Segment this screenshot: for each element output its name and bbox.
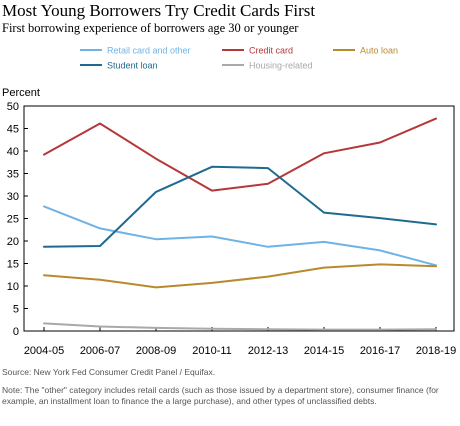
- legend-label-student-loan: Student loan: [107, 61, 158, 71]
- legend-label-retail-card-and-other: Retail card and other: [107, 46, 191, 56]
- y-tick-label: 45: [7, 124, 19, 136]
- x-tick-label: 2016-17: [360, 345, 400, 357]
- series-line-auto-loan: [43, 263, 437, 289]
- x-tick-label: 2018-19: [416, 345, 456, 357]
- legend-label-housing-related: Housing-related: [249, 61, 313, 71]
- series-line-housing-related: [43, 322, 437, 331]
- y-axis: 0 5 10 15 20 25 30 35 40 45 50: [7, 101, 28, 338]
- x-tick-label: 2014-15: [304, 345, 344, 357]
- legend: Retail card and other Credit card Auto loa…: [80, 46, 398, 71]
- legend-label-auto-loan: Auto loan: [360, 46, 398, 56]
- y-tick-label: 0: [13, 326, 19, 338]
- x-tick-label: 2012-13: [248, 345, 288, 357]
- x-tick-label: 2006-07: [80, 345, 120, 357]
- y-tick-label: 25: [7, 214, 19, 226]
- series-lines: [43, 117, 437, 331]
- x-tick-label: 2004-05: [24, 345, 64, 357]
- series-line-retail-card-and-other: [43, 205, 437, 267]
- x-axis: 2004-05 2006-07 2008-09 2010-11 2012-13 2014-…: [24, 327, 456, 357]
- y-tick-label: 40: [7, 146, 19, 158]
- series-line-credit-card: [43, 117, 437, 192]
- y-tick-label: 5: [13, 304, 19, 316]
- y-tick-label: 15: [7, 259, 19, 271]
- x-tick-label: 2008-09: [136, 345, 176, 357]
- footnote: Note: The "other" category includes reta…: [2, 385, 439, 406]
- legend-label-credit-card: Credit card: [249, 46, 293, 56]
- y-tick-label: 50: [7, 101, 19, 113]
- source-note: Source: New York Fed Consumer Credit Pan…: [2, 367, 216, 377]
- y-tick-label: 20: [7, 236, 19, 248]
- chart-subtitle: First borrowing experience of borrowers …: [2, 21, 299, 35]
- y-tick-label: 30: [7, 191, 19, 203]
- y-tick-label: 10: [7, 281, 19, 293]
- y-tick-label: 35: [7, 169, 19, 181]
- chart-title: Most Young Borrowers Try Credit Cards Fi…: [2, 1, 316, 20]
- x-tick-label: 2010-11: [192, 345, 232, 357]
- y-axis-label: Percent: [2, 87, 40, 99]
- series-line-student-loan: [43, 165, 437, 248]
